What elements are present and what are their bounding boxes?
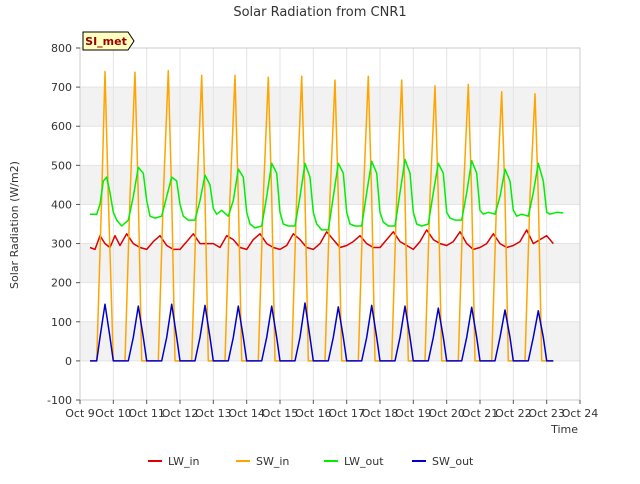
x-tick-label: Oct 12	[162, 407, 199, 420]
plot-band	[80, 126, 580, 166]
plot-band	[80, 87, 580, 127]
x-tick-label: Oct 18	[362, 407, 399, 420]
legend-label: SW_in	[256, 455, 289, 468]
legend-label: SW_out	[432, 455, 474, 468]
legend: LW_in SW_in LW_out SW_out	[148, 455, 474, 468]
series-line-lw-out	[90, 158, 564, 231]
y-tick-label: 200	[51, 277, 72, 290]
plot-band	[80, 243, 580, 283]
y-tick-label: 0	[65, 355, 72, 368]
y-axis-label: Solar Radiation (W/m2)	[8, 161, 21, 289]
x-tick-label: Oct 23	[528, 407, 565, 420]
site-badge-label: SI_met	[85, 35, 127, 48]
chart-title: Solar Radiation from CNR1	[233, 5, 406, 20]
x-tick-label: Oct 19	[395, 407, 432, 420]
y-axis-ticks: -100 0 100 200 300 400 500 600 700 800	[47, 42, 80, 407]
plot-frame	[79, 47, 581, 401]
x-tick-label: Oct 11	[128, 407, 165, 420]
y-tick-label: 700	[51, 81, 72, 94]
x-tick-label: Oct 20	[428, 407, 465, 420]
x-tick-label: Oct 17	[328, 407, 365, 420]
y-tick-label: 600	[51, 120, 72, 133]
y-tick-label: 100	[51, 316, 72, 329]
x-tick-label: Oct 13	[195, 407, 232, 420]
y-tick-label: 400	[51, 198, 72, 211]
plot-band	[80, 48, 580, 88]
legend-label: LW_in	[168, 455, 200, 468]
y-tick-label: 300	[51, 238, 72, 251]
y-tick-label: 800	[51, 42, 72, 55]
x-tick-label: Oct 10	[95, 407, 132, 420]
x-tick-label: Oct 24	[562, 407, 599, 420]
x-tick-label: Oct 16	[295, 407, 332, 420]
series-line-sw-out	[90, 302, 554, 362]
x-tick-label: Oct 21	[462, 407, 499, 420]
y-tick-label: -100	[47, 394, 72, 407]
plot-band	[80, 282, 580, 322]
series-layer	[89, 69, 564, 362]
site-badge-shape	[82, 31, 135, 51]
x-tick-label: Oct 15	[262, 407, 299, 420]
y-tick-label: 500	[51, 159, 72, 172]
x-tick-label: Oct 22	[495, 407, 532, 420]
series-line-lw-in	[89, 229, 554, 251]
plot-band	[80, 360, 580, 400]
legend-label: LW_out	[344, 455, 384, 468]
site-badge: SI_met	[82, 31, 135, 51]
x-axis-label: Time	[550, 423, 578, 436]
x-tick-label: Oct 14	[228, 407, 265, 420]
x-tick-label: Oct 9	[65, 407, 95, 420]
